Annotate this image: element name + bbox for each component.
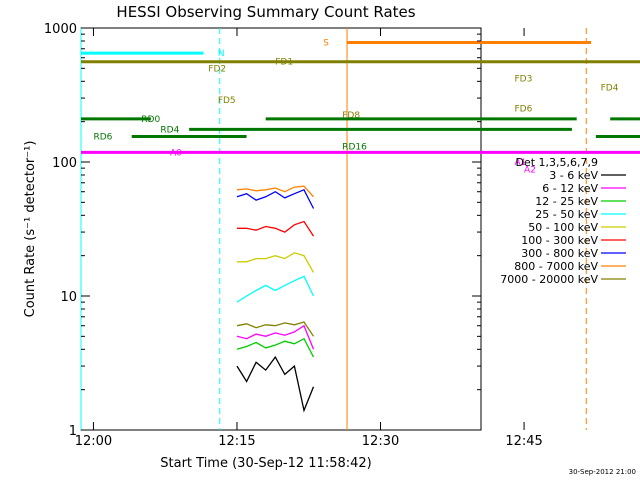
series-line-7-0 xyxy=(236,185,314,198)
y-tick-label-1: 10 xyxy=(60,290,77,305)
series-line-3-0 xyxy=(236,275,315,303)
flag-label-18: A1 xyxy=(514,158,526,168)
flag-label-5: FD3 xyxy=(514,74,532,84)
legend-entry-4: 50 - 100 keV xyxy=(528,221,598,234)
axes: 12:0012:1512:3012:4513:0013:1513:3011010… xyxy=(44,22,543,449)
series-line-5-0 xyxy=(237,220,315,237)
legend-title: Det 1,3,5,6,7,9 xyxy=(515,156,598,169)
series-line-2-0 xyxy=(236,337,315,358)
flag-label-14: RD6 xyxy=(93,132,112,142)
flag-label-19: A2 xyxy=(524,165,536,175)
series-lines xyxy=(236,185,315,413)
legend-entry-8: 7000 - 20000 keV xyxy=(500,273,598,286)
x-axis-label: Start Time (30-Sep-12 11:58:42) xyxy=(160,456,371,471)
legend-entry-3: 25 - 50 keV xyxy=(535,208,598,221)
legend-entry-0: 3 - 6 keV xyxy=(549,169,598,182)
legend-entry-5: 100 - 300 keV xyxy=(521,234,598,247)
y-axis-label: Count Rate (s⁻¹ detector⁻¹) xyxy=(23,141,38,318)
flag-label-7: FD5 xyxy=(218,96,236,106)
plot-date-footer: 30-Sep-2012 21:00 xyxy=(569,468,636,476)
x-tick-label-2: 12:30 xyxy=(362,434,399,449)
series-line-1-0 xyxy=(236,324,315,350)
series-line-6-0 xyxy=(236,188,315,209)
x-tick-label-0: 12:00 xyxy=(75,434,112,449)
flag-label-8: FD6 xyxy=(514,105,532,115)
flag-label-0: N xyxy=(218,49,225,59)
chart-title: HESSI Observing Summary Count Rates xyxy=(116,3,415,21)
legend-entry-1: 6 - 12 keV xyxy=(542,182,598,195)
flag-label-3: FD1 xyxy=(275,58,293,68)
flag-label-13: RD4 xyxy=(160,125,179,135)
flag-label-6: FD4 xyxy=(601,83,619,93)
legend-entry-2: 12 - 25 keV xyxy=(535,195,598,208)
flag-label-10: RD0 xyxy=(141,115,160,125)
flag-label-16: RD16 xyxy=(342,143,367,153)
flag-label-17: A0 xyxy=(170,148,182,158)
flag-label-4: FD2 xyxy=(208,64,226,74)
series-line-4-0 xyxy=(237,252,315,273)
x-tick-label-1: 12:15 xyxy=(218,434,255,449)
plot-frame xyxy=(80,27,482,431)
series-line-8-0 xyxy=(236,321,315,337)
x-tick-label-3: 12:45 xyxy=(505,434,542,449)
series-line-0-0 xyxy=(236,355,315,413)
flag-label-9: FD8 xyxy=(342,111,360,121)
y-tick-label-0: 1 xyxy=(69,424,77,439)
flag-label-2: S xyxy=(323,38,329,48)
y-tick-label-2: 100 xyxy=(52,156,77,171)
legend-entry-6: 300 - 800 keV xyxy=(521,247,598,260)
flag-vertical-lines xyxy=(80,28,587,430)
legend-entry-7: 800 - 7000 keV xyxy=(514,260,598,273)
y-tick-label-3: 1000 xyxy=(44,22,77,37)
